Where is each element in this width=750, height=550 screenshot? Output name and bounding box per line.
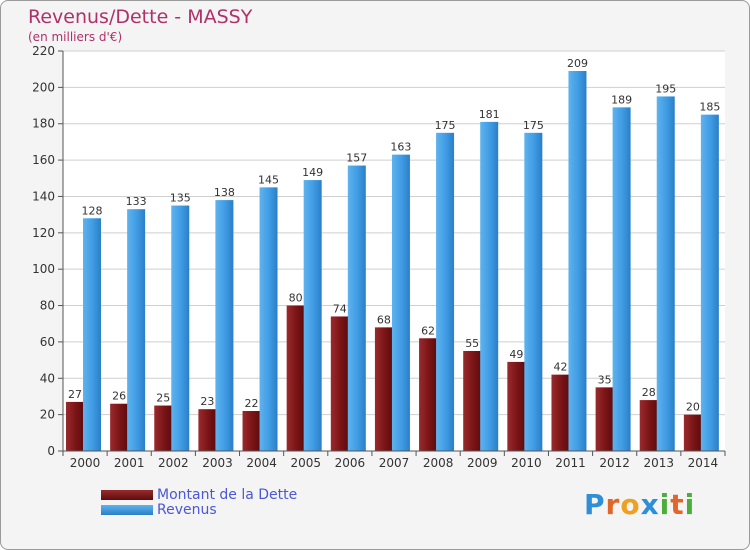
data-label-dette: 80	[289, 292, 303, 305]
legend-swatch-revenus	[101, 505, 153, 515]
legend-label-dette: Montant de la Dette	[157, 487, 298, 503]
legend-swatch-dette	[101, 490, 153, 500]
bar-revenus	[259, 187, 278, 451]
bar-revenus	[215, 200, 234, 451]
data-label-revenus: 138	[214, 186, 235, 199]
bar-dette	[286, 305, 305, 451]
chart-title: Revenus/Dette - MASSY	[28, 6, 253, 28]
y-tick-label: 40	[40, 371, 55, 385]
bar-revenus	[391, 154, 410, 452]
x-tick-label: 2008	[423, 456, 454, 470]
data-label-dette: 26	[112, 390, 126, 403]
data-label-revenus: 209	[567, 57, 588, 70]
data-label-revenus: 128	[82, 204, 103, 217]
bar-dette	[198, 409, 217, 451]
x-tick-label: 2004	[246, 456, 277, 470]
proxiti-logo: Proxiti	[584, 488, 696, 521]
bar-dette	[110, 403, 129, 451]
data-label-revenus: 157	[346, 152, 367, 165]
y-tick-label: 160	[32, 153, 55, 167]
y-tick-label: 200	[32, 80, 55, 94]
x-tick-label: 2002	[158, 456, 189, 470]
bar-revenus	[656, 96, 675, 452]
data-label-dette: 20	[686, 401, 700, 414]
y-tick-label: 0	[47, 444, 55, 458]
y-tick-label: 180	[32, 117, 55, 131]
y-tick-label: 60	[40, 335, 55, 349]
x-tick-label: 2014	[688, 456, 719, 470]
data-label-dette: 42	[553, 361, 567, 374]
bar-revenus	[127, 209, 146, 451]
x-tick-label: 2007	[379, 456, 410, 470]
data-label-dette: 35	[598, 373, 612, 386]
bar-revenus	[171, 205, 190, 451]
x-tick-label: 2005	[290, 456, 321, 470]
data-label-revenus: 135	[170, 192, 191, 205]
bar-dette	[463, 351, 482, 451]
data-label-revenus: 163	[390, 141, 411, 154]
x-tick-label: 2001	[114, 456, 145, 470]
bar-dette	[242, 411, 261, 451]
y-tick-label: 140	[32, 189, 55, 203]
bar-dette	[66, 401, 84, 451]
x-tick-label: 2012	[599, 456, 630, 470]
data-label-dette: 22	[245, 397, 259, 410]
legend-label-revenus: Revenus	[157, 502, 217, 518]
bar-revenus	[83, 218, 101, 451]
bar-revenus	[568, 71, 587, 451]
x-tick-label: 2003	[202, 456, 233, 470]
legend-item-dette: Montant de la Dette	[101, 487, 297, 503]
data-label-dette: 23	[200, 395, 214, 408]
x-tick-label: 2006	[335, 456, 366, 470]
bar-dette	[330, 316, 349, 451]
y-tick-label: 80	[40, 299, 55, 313]
data-label-revenus: 185	[699, 101, 720, 114]
bar-dette	[419, 338, 438, 451]
x-tick-label: 2000	[70, 456, 101, 470]
data-label-dette: 27	[68, 388, 82, 401]
bar-dette	[683, 414, 702, 451]
bar-dette	[595, 387, 614, 451]
data-label-dette: 25	[156, 392, 170, 405]
bar-dette	[551, 374, 570, 451]
data-label-revenus: 145	[258, 173, 279, 186]
data-label-dette: 49	[509, 348, 523, 361]
data-label-dette: 74	[333, 302, 347, 315]
x-tick-label: 2009	[467, 456, 498, 470]
data-label-revenus: 181	[479, 108, 500, 121]
x-tick-label: 2013	[644, 456, 675, 470]
bar-revenus	[480, 121, 499, 451]
legend-item-revenus: Revenus	[101, 502, 217, 518]
bar-dette	[507, 361, 526, 451]
bar-revenus	[700, 114, 719, 452]
y-tick-label: 120	[32, 226, 55, 240]
bar-revenus	[612, 107, 631, 451]
data-label-dette: 55	[465, 337, 479, 350]
bar-revenus	[303, 180, 322, 451]
bar-dette	[639, 400, 658, 451]
data-label-dette: 62	[421, 324, 435, 337]
bar-revenus	[347, 165, 366, 451]
bar-revenus	[524, 132, 543, 451]
y-tick-label: 20	[40, 408, 55, 422]
x-tick-label: 2011	[555, 456, 586, 470]
data-label-revenus: 189	[611, 93, 632, 106]
bar-dette	[374, 327, 393, 451]
data-label-dette: 68	[377, 313, 391, 326]
data-label-revenus: 133	[126, 195, 147, 208]
data-label-dette: 28	[642, 386, 656, 399]
data-label-revenus: 175	[523, 119, 544, 132]
bar-dette	[154, 405, 173, 451]
bar-revenus	[436, 132, 455, 451]
data-label-revenus: 149	[302, 166, 323, 179]
data-label-revenus: 175	[435, 119, 456, 132]
x-tick-label: 2010	[511, 456, 542, 470]
y-tick-label: 220	[32, 44, 55, 58]
y-tick-label: 100	[32, 262, 55, 276]
data-label-revenus: 195	[655, 82, 676, 95]
chart-subtitle: (en milliers d'€)	[28, 30, 123, 44]
